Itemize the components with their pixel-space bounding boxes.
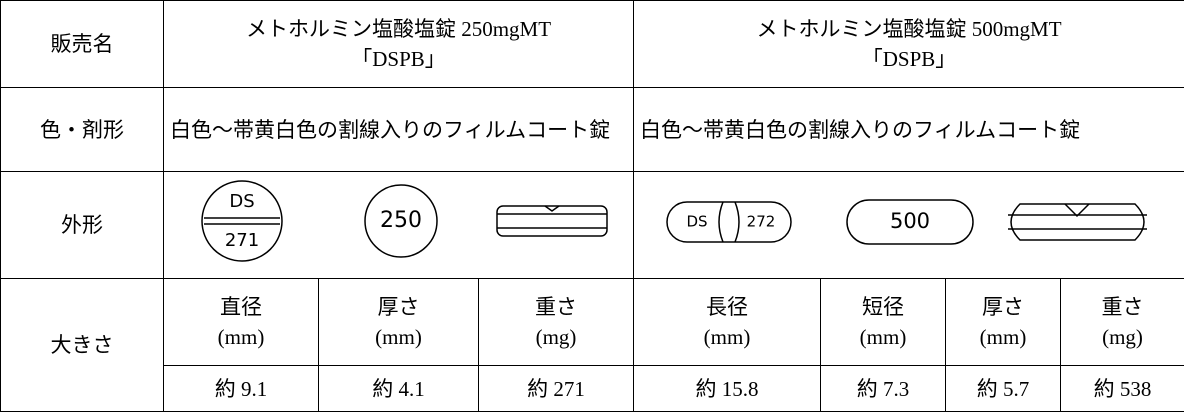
value-cell: 約 9.1	[164, 366, 319, 412]
row-label: 色・剤形	[1, 88, 164, 172]
header-cell: 重さ(mg)	[1061, 279, 1184, 366]
value-cell: 約 5.7	[946, 366, 1061, 412]
header-text: 短径	[827, 292, 939, 322]
value-cell: 約 538	[1061, 366, 1184, 412]
tablet-250: DS 271 250	[165, 172, 633, 270]
row-label: 販売名	[1, 1, 164, 88]
imprint: 250	[380, 208, 422, 233]
header-text: 重さ	[485, 292, 627, 322]
value-cell: 約 15.8	[634, 366, 821, 412]
tablet-500: DS 272 500	[635, 172, 1184, 270]
header-text: (mm)	[325, 322, 472, 352]
header-text: 重さ	[1067, 292, 1178, 322]
header-text: (mg)	[1067, 322, 1178, 352]
header-text: 厚さ	[952, 292, 1054, 322]
header-text: 厚さ	[325, 292, 472, 322]
row-label: 外形	[1, 172, 164, 279]
cell: DS 272 500	[634, 172, 1184, 279]
imprint: DS	[229, 191, 254, 212]
row-label: 大きさ	[1, 279, 164, 412]
cell: DS 271 250	[164, 172, 634, 279]
imprint: 271	[224, 230, 258, 251]
text: メトホルミン塩酸塩錠 250mgMT	[170, 14, 627, 44]
header-cell: 直径(mm)	[164, 279, 319, 366]
imprint: 272	[746, 213, 775, 231]
tablet-side	[1011, 204, 1144, 240]
cell: 白色～帯黄白色の割線入りのフィルムコート錠	[634, 88, 1184, 172]
header-cell: 厚さ(mm)	[319, 279, 479, 366]
header-text: 直径	[170, 292, 312, 322]
header-text: (mg)	[485, 322, 627, 352]
header-cell: 短径(mm)	[821, 279, 946, 366]
header-text: (mm)	[640, 322, 814, 352]
value-cell: 約 7.3	[821, 366, 946, 412]
header-cell: 長径(mm)	[634, 279, 821, 366]
value-cell: 約 4.1	[319, 366, 479, 412]
cell: メトホルミン塩酸塩錠 250mgMT「DSPB」	[164, 1, 634, 88]
header-text: (mm)	[170, 322, 312, 352]
header-text: (mm)	[952, 322, 1054, 352]
header-cell: 重さ(mg)	[479, 279, 634, 366]
text: 「DSPB」	[640, 44, 1178, 74]
text: 「DSPB」	[170, 44, 627, 74]
cell: 白色～帯黄白色の割線入りのフィルムコート錠	[164, 88, 634, 172]
value-cell: 約 271	[479, 366, 634, 412]
imprint: DS	[686, 213, 707, 231]
header-text: 長径	[640, 292, 814, 322]
text: メトホルミン塩酸塩錠 500mgMT	[640, 14, 1178, 44]
header-text: (mm)	[827, 322, 939, 352]
header-cell: 厚さ(mm)	[946, 279, 1061, 366]
imprint: 500	[889, 209, 929, 233]
cell: メトホルミン塩酸塩錠 500mgMT「DSPB」	[634, 1, 1184, 88]
